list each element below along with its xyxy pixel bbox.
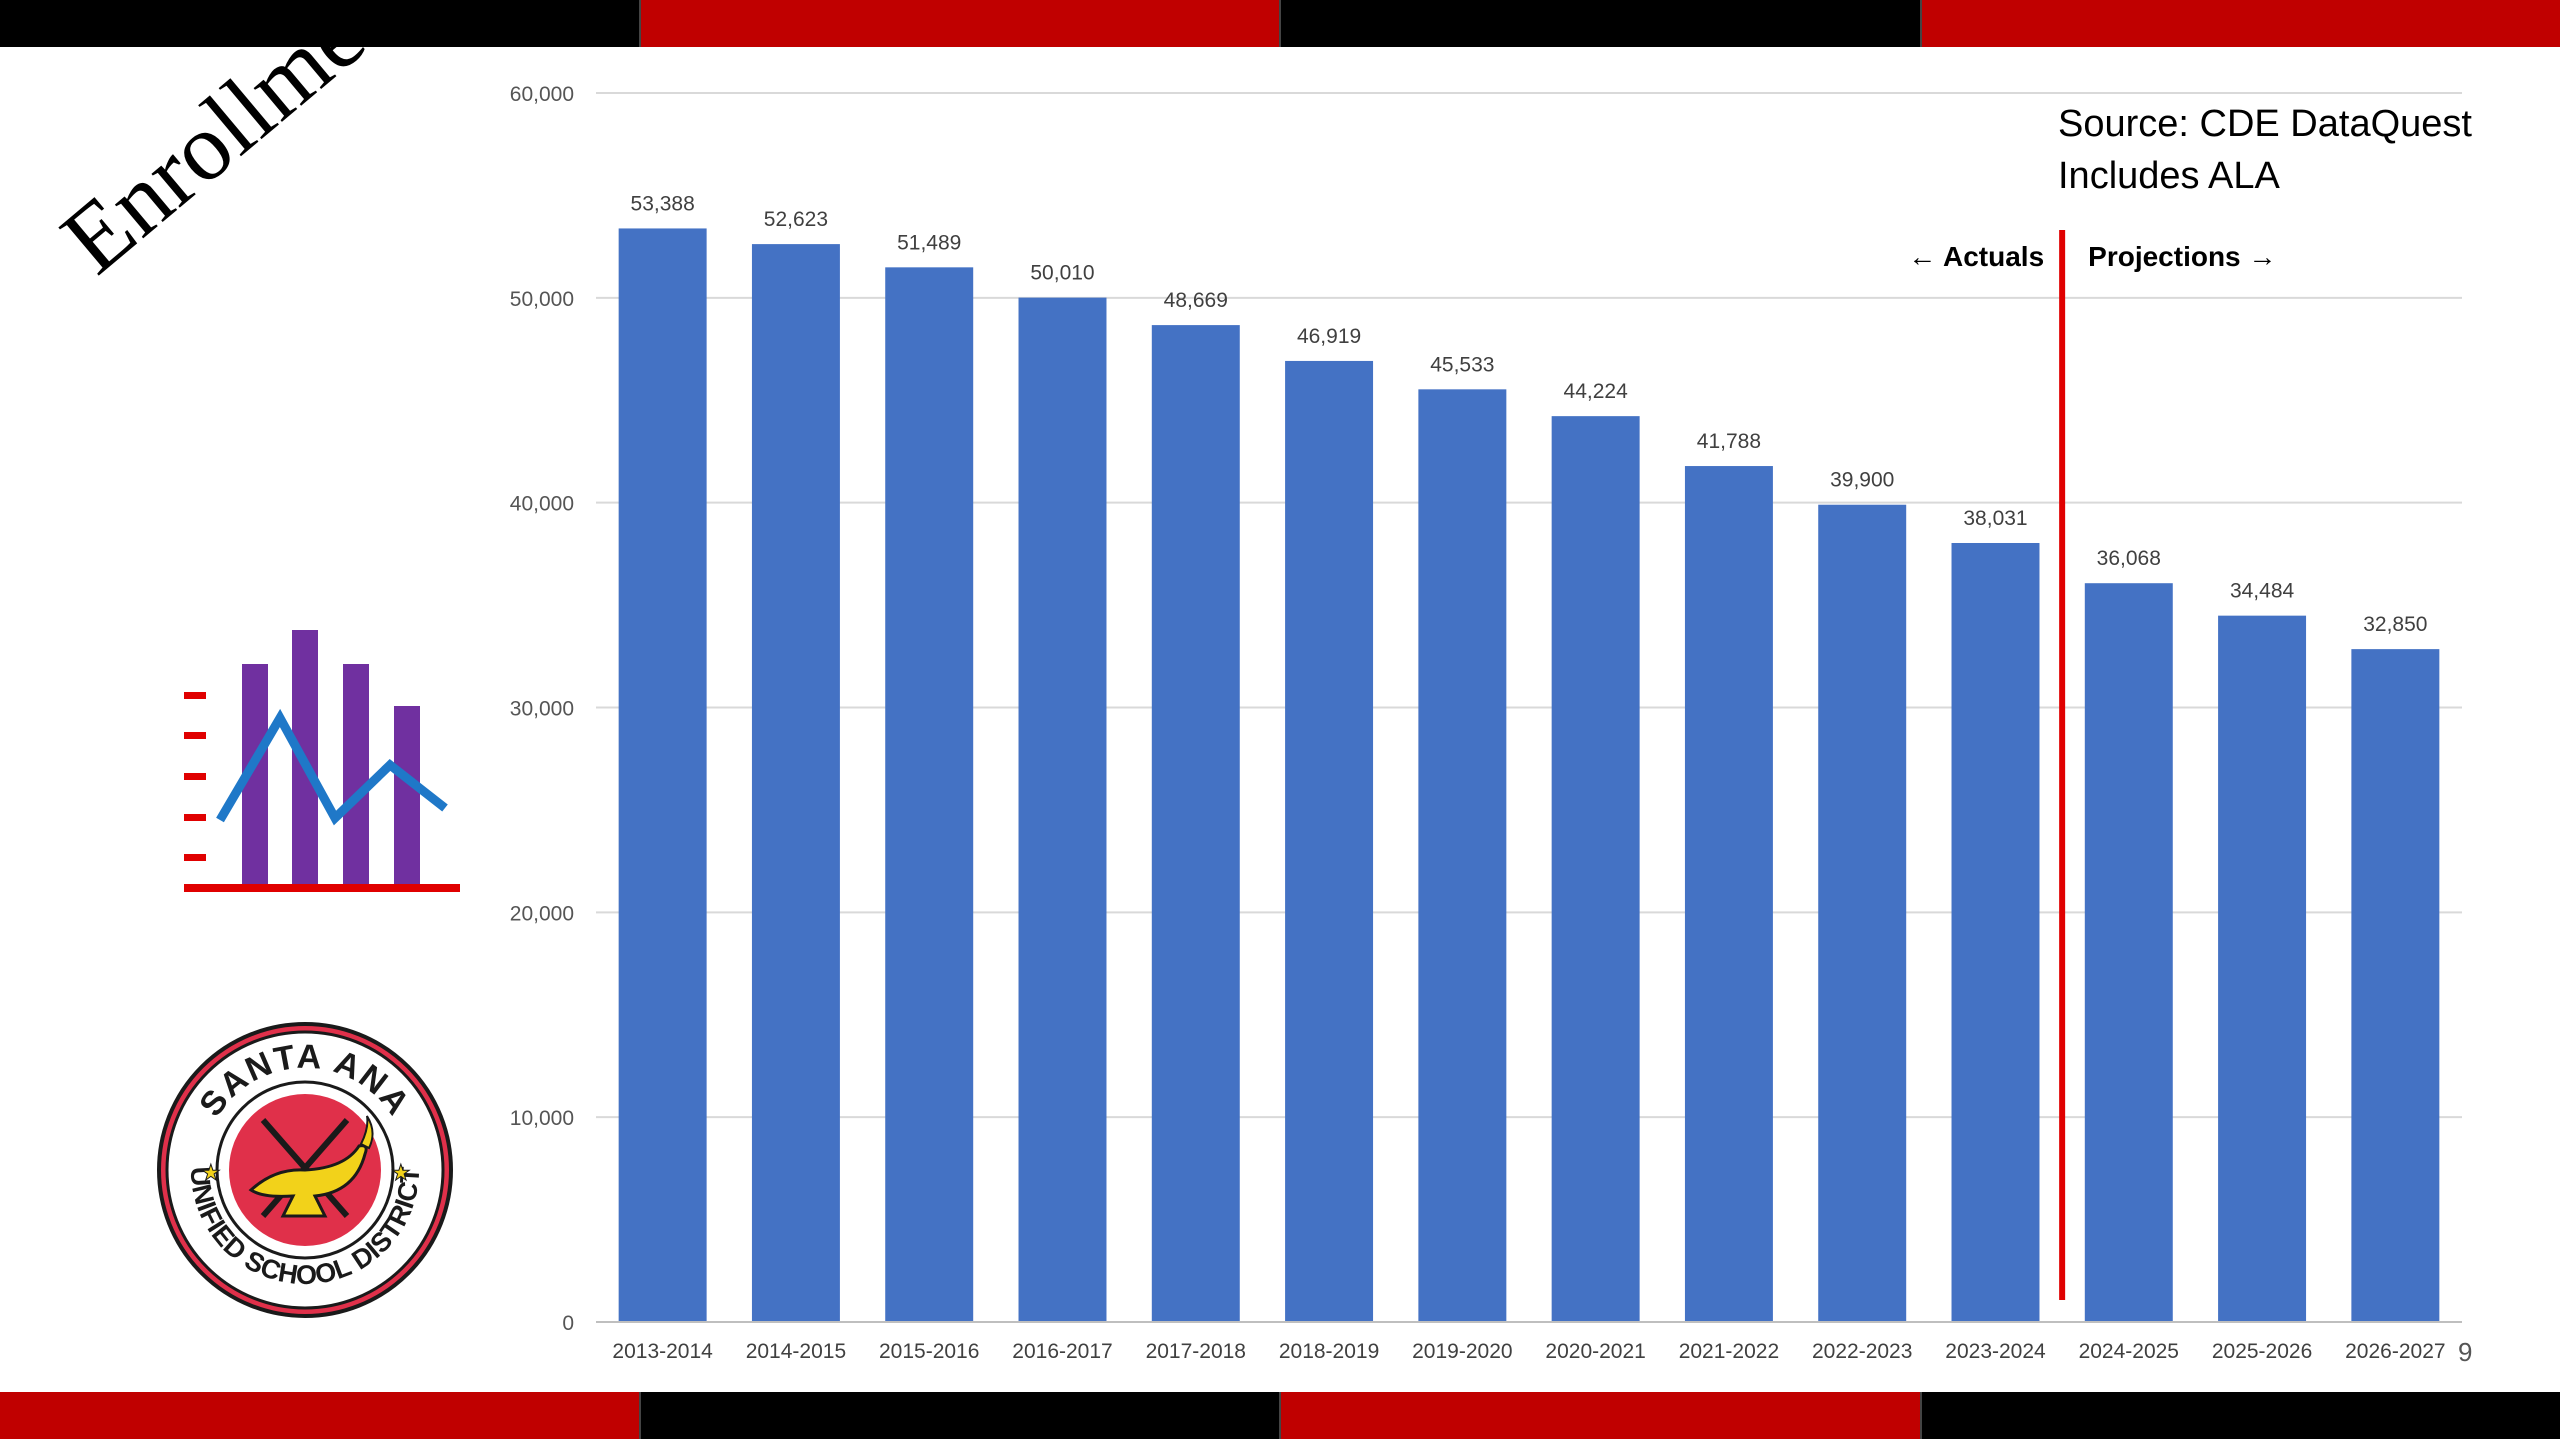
star-icon: ★: [201, 1160, 221, 1185]
data-label: 46,919: [1297, 325, 1361, 348]
source-text: Source: CDE DataQuest: [2058, 103, 2472, 145]
y-tick-label: 10,000: [510, 1107, 574, 1130]
x-tick-label: 2014-2015: [746, 1340, 846, 1363]
icon-bar: [394, 706, 420, 884]
y-tick-label: 0: [562, 1312, 574, 1335]
y-tick-label: 60,000: [510, 83, 574, 106]
data-label: 32,850: [2363, 613, 2427, 636]
x-tick-label: 2018-2019: [1279, 1340, 1379, 1363]
top-band-segment: [0, 0, 641, 47]
top-color-band: [0, 0, 2560, 47]
y-tick-label: 50,000: [510, 288, 574, 311]
y-tick-label: 30,000: [510, 698, 574, 721]
bar: [751, 244, 840, 1322]
data-label: 51,489: [897, 231, 961, 254]
data-label: 39,900: [1830, 469, 1894, 492]
x-tick-label: 2021-2022: [1679, 1340, 1779, 1363]
data-label: 36,068: [2097, 547, 2161, 570]
x-tick-label: 2015-2016: [879, 1340, 979, 1363]
data-label: 38,031: [1963, 507, 2027, 530]
bar: [2084, 583, 2173, 1322]
data-label: 34,484: [2230, 580, 2295, 603]
x-tick-label: 2017-2018: [1146, 1340, 1246, 1363]
icon-bar: [343, 664, 369, 884]
bar: [1551, 416, 1640, 1322]
bar: [2351, 649, 2440, 1322]
data-label: 50,010: [1030, 262, 1094, 285]
bottom-color-band: [0, 1392, 2560, 1439]
bar: [2218, 615, 2307, 1322]
top-band-segment: [1921, 0, 2560, 47]
actuals-label: ← Actuals: [1908, 241, 2044, 272]
bar: [885, 267, 974, 1323]
data-label: 45,533: [1430, 353, 1494, 376]
data-label: 52,623: [764, 208, 828, 231]
bottom-band-segment: [1921, 1392, 2560, 1439]
x-tick-label: 2025-2026: [2212, 1340, 2312, 1363]
top-band-segment: [1281, 0, 1922, 47]
bar: [1285, 360, 1374, 1322]
icon-baseline: [184, 884, 460, 892]
x-tick-label: 2022-2023: [1812, 1340, 1912, 1363]
x-tick-label: 2019-2020: [1412, 1340, 1512, 1363]
x-tick-label: 2013-2014: [612, 1340, 713, 1363]
icon-tick: [184, 854, 206, 861]
data-label: 44,224: [1564, 380, 1629, 403]
bar: [1684, 466, 1773, 1322]
bar: [1018, 297, 1107, 1322]
icon-tick: [184, 692, 206, 699]
top-band-segment: [640, 0, 1281, 47]
data-label: 53,388: [631, 192, 695, 215]
star-icon: ★: [391, 1160, 411, 1185]
bar: [1418, 389, 1507, 1322]
data-label: 41,788: [1697, 430, 1761, 453]
bottom-band-segment: [1281, 1392, 1922, 1439]
y-tick-label: 20,000: [510, 902, 574, 925]
x-tick-label: 2024-2025: [2079, 1340, 2179, 1363]
bar: [1151, 325, 1240, 1322]
icon-tick: [184, 773, 206, 780]
source-note: Source: CDE DataQuest Includes ALA: [2058, 98, 2472, 202]
x-tick-label: 2026-2027: [2345, 1340, 2445, 1363]
x-tick-label: 2020-2021: [1545, 1340, 1645, 1363]
bottom-band-segment: [640, 1392, 1281, 1439]
page-number: 9: [2458, 1337, 2473, 1367]
data-label: 48,669: [1164, 289, 1228, 312]
district-seal: SANTA ANA UNIFIED SCHOOL DISTRICT ★ ★: [157, 1022, 453, 1318]
icon-tick: [184, 814, 206, 821]
bar: [1951, 542, 2040, 1322]
includes-text: Includes ALA: [2058, 155, 2280, 197]
bar: [618, 228, 707, 1323]
icon-tick: [184, 732, 206, 739]
bar-line-chart-icon: [184, 630, 460, 892]
bottom-band-segment: [0, 1392, 641, 1439]
x-tick-label: 2023-2024: [1945, 1340, 2046, 1363]
x-tick-label: 2016-2017: [1012, 1340, 1112, 1363]
lamp-icon: [248, 1115, 374, 1218]
bar: [1818, 504, 1907, 1323]
y-tick-label: 40,000: [510, 493, 574, 516]
projections-label: Projections →: [2088, 241, 2276, 272]
